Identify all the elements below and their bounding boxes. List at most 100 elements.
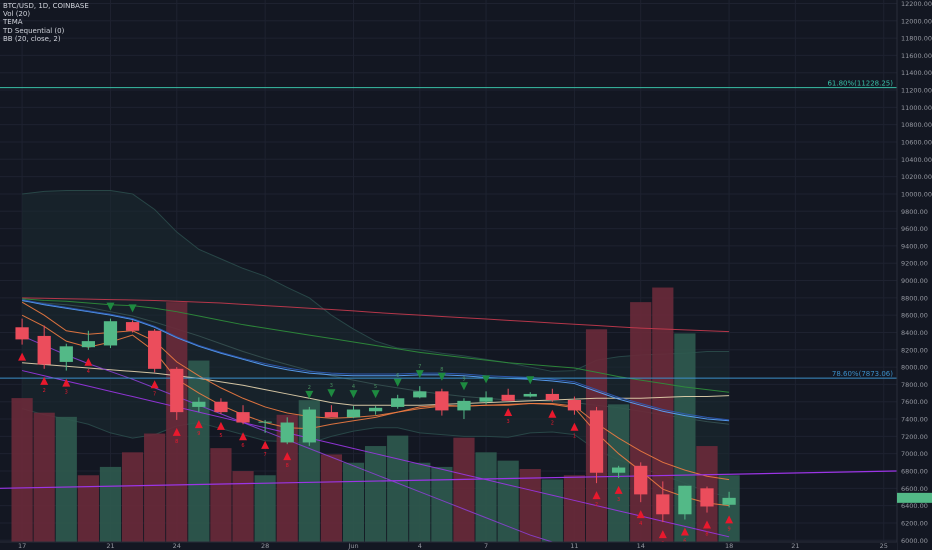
td-sequential-markers: 2347895678123456893223456789 (18, 302, 734, 547)
candle-body (236, 412, 250, 423)
td-count: 5 (219, 433, 222, 439)
volume-bar (431, 466, 453, 542)
td-sell-arrow (548, 409, 557, 418)
candle-body (214, 401, 228, 413)
y-tick-label: 9200.00 (901, 260, 928, 268)
y-tick-label: 10800.00 (901, 121, 932, 129)
y-tick-label: 9800.00 (901, 208, 928, 216)
td-buy-arrow (415, 370, 424, 379)
y-tick-label: 6000.00 (901, 537, 928, 545)
td-count: 3 (507, 419, 510, 425)
td-sell-arrow (725, 515, 734, 524)
td-count: 8 (175, 439, 178, 445)
candle-body (148, 330, 162, 369)
td-count: 7 (264, 452, 267, 458)
candle-body (589, 410, 604, 473)
td-sell-arrow (239, 432, 248, 441)
volume-bar (453, 437, 475, 542)
volume-bar (144, 433, 166, 542)
indicator-td-sequential[interactable]: TD Sequential (0) (3, 26, 65, 35)
td-sell-arrow (84, 357, 93, 366)
y-tick-label: 7600.00 (901, 398, 928, 406)
volume-bar (519, 469, 541, 542)
td-count: 2 (308, 385, 311, 391)
td-sell-arrow (62, 378, 71, 387)
x-tick-label: 11 (570, 542, 578, 550)
candle-body (413, 391, 427, 398)
y-tick-label: 6400.00 (901, 502, 928, 510)
volume-bar (409, 462, 431, 542)
candle-body (678, 485, 692, 515)
td-sell-arrow (702, 520, 711, 529)
td-buy-arrow (526, 376, 535, 385)
td-count: 7 (418, 364, 421, 370)
indicator-lines (0, 297, 898, 543)
td-count: 3 (330, 383, 333, 389)
candle-body (656, 494, 670, 515)
indicator-bb[interactable]: BB (20, close, 2) (3, 34, 61, 43)
x-tick-label: Jun (347, 542, 358, 550)
candle-body (722, 497, 736, 505)
ma-line (21, 370, 730, 538)
volume-bar (55, 416, 77, 542)
x-tick-label: 7 (484, 542, 488, 550)
y-tick-label: 11000.00 (901, 104, 932, 112)
td-count: 6 (241, 443, 244, 449)
td-count: 5 (374, 384, 377, 390)
td-count: 1 (573, 434, 576, 440)
td-count: 2 (595, 502, 598, 508)
x-tick-label: 25 (880, 542, 888, 550)
candle-body (37, 335, 51, 365)
volume-bar (652, 287, 674, 542)
volume-bar (563, 475, 586, 542)
x-tick-label: 14 (637, 542, 645, 550)
candle-body (567, 400, 582, 411)
volume-bar (630, 302, 652, 542)
td-sell-arrow (680, 527, 689, 536)
td-buy-arrow (482, 375, 491, 384)
y-tick-label: 8000.00 (901, 364, 928, 372)
td-count: 6 (683, 538, 686, 544)
y-tick-label: 10000.00 (901, 190, 932, 198)
time-axis-bg (0, 542, 897, 550)
td-buy-arrow (128, 304, 137, 313)
chart-legend: BTC/USD, 1D, COINBASE Vol (20) TEMA TD S… (3, 2, 89, 43)
candle-body (700, 488, 714, 507)
x-tick-label: 18 (725, 542, 733, 550)
candle-body (391, 398, 405, 407)
price-axis[interactable]: 6000.00 6200.00 6400.00 6600.00 6800.00 7000.… (896, 0, 932, 550)
y-tick-label: 9000.00 (901, 277, 928, 285)
volume-bar (387, 435, 409, 542)
fib-label: 78.60%(7873.06) (832, 370, 893, 378)
volume-bar (475, 452, 497, 542)
td-sell-arrow (261, 440, 270, 449)
candle-body (346, 409, 361, 418)
candle-body (368, 407, 383, 412)
price-axis-bg (897, 0, 932, 550)
y-tick-label: 10600.00 (901, 138, 932, 146)
volume-bar (320, 454, 343, 542)
volume-bar (364, 446, 387, 542)
candle-body (103, 321, 118, 346)
candles (15, 318, 736, 523)
y-tick-label: 11600.00 (901, 52, 932, 60)
candle-body (501, 394, 515, 401)
y-tick-label: 11800.00 (901, 35, 932, 43)
indicator-vol[interactable]: Vol (20) (3, 10, 31, 19)
td-sell-arrow (150, 380, 159, 389)
td-sell-arrow (194, 420, 203, 429)
candle-body (457, 400, 471, 411)
candle-body (15, 327, 29, 340)
bb-upper-line (22, 189, 730, 372)
y-tick-label: 11400.00 (901, 69, 932, 77)
time-axis[interactable]: 17 21 24 28 Jun 4 7 11 14 18 21 25 (0, 541, 897, 550)
candle-body (435, 391, 449, 411)
y-tick-label: 12200.00 (901, 0, 932, 8)
x-tick-label: 21 (791, 542, 799, 550)
volume-bar (497, 460, 519, 542)
y-tick-label: 11200.00 (901, 87, 932, 95)
symbol-line[interactable]: BTC/USD, 1D, COINBASE (3, 2, 89, 10)
indicator-tema[interactable]: TEMA (3, 18, 23, 27)
td-count: 9 (197, 431, 200, 437)
